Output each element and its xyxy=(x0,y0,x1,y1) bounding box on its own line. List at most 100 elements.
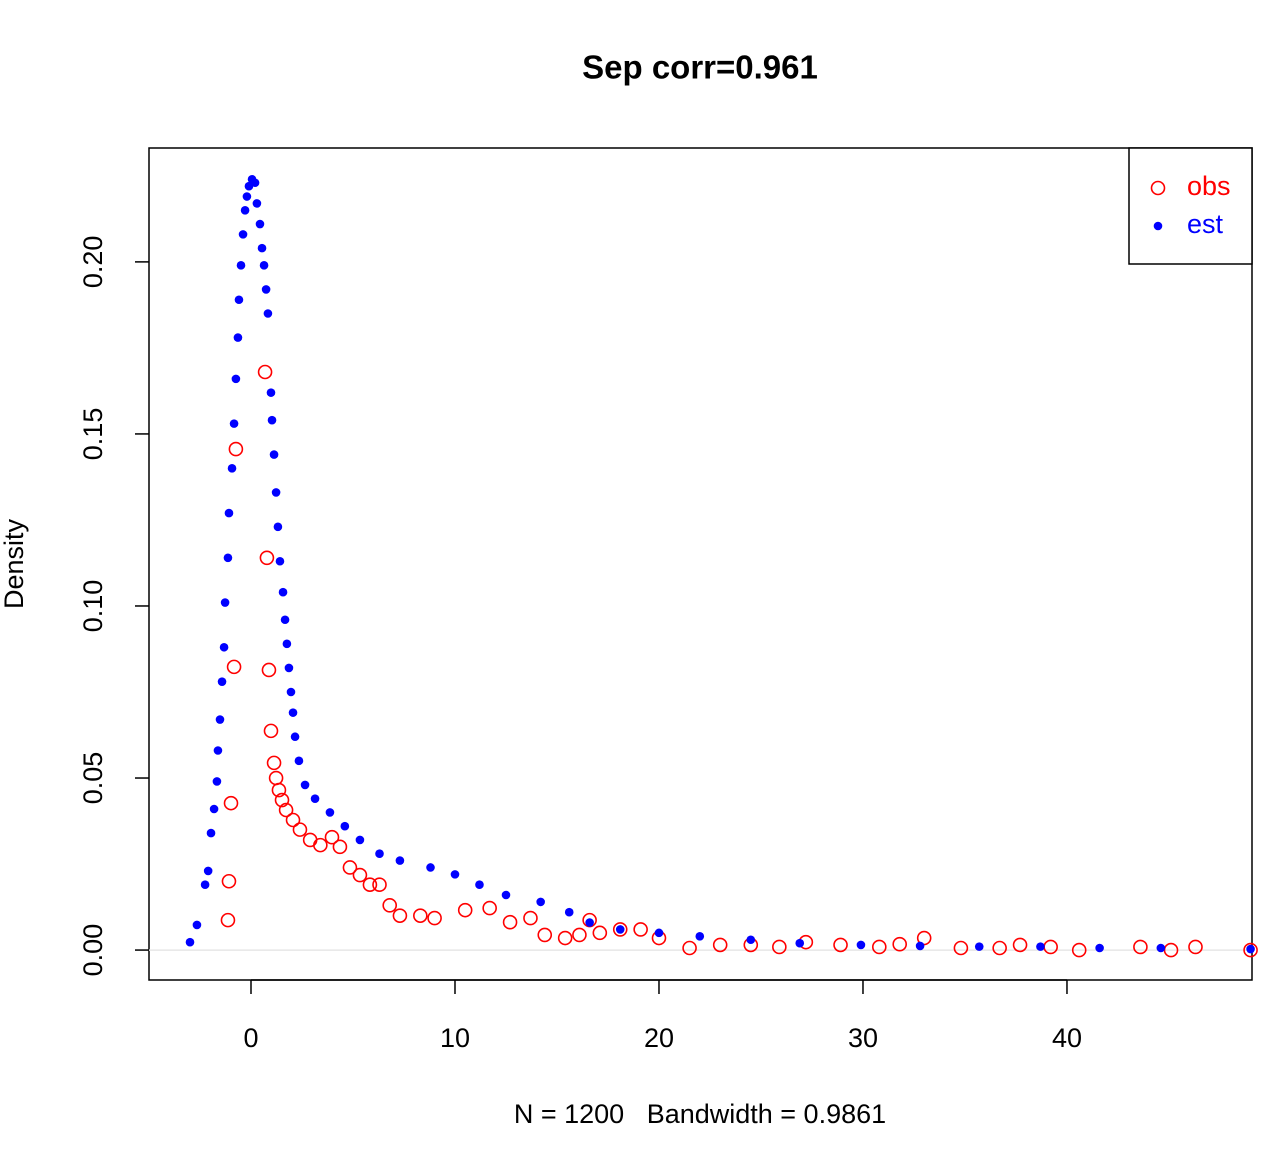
data-point xyxy=(236,261,246,270)
data-point xyxy=(300,780,310,790)
legend-marker xyxy=(1150,180,1166,196)
x-tick-label: 30 xyxy=(848,1023,878,1053)
legend-label: est xyxy=(1187,209,1224,239)
data-point xyxy=(872,939,887,955)
data-point xyxy=(1095,943,1104,953)
data-point xyxy=(261,285,271,294)
data-point xyxy=(612,922,628,937)
data-point xyxy=(220,912,236,928)
data-point xyxy=(340,821,350,831)
data-point xyxy=(192,920,202,930)
data-point xyxy=(695,932,705,941)
data-point xyxy=(992,940,1007,956)
data-point xyxy=(324,829,340,845)
data-point xyxy=(654,928,664,938)
data-point xyxy=(290,732,300,742)
data-point xyxy=(212,777,222,786)
data-point xyxy=(1156,943,1166,953)
data-point xyxy=(224,508,234,518)
legend-marker xyxy=(1153,221,1163,231)
data-point xyxy=(209,804,219,814)
y-tick-label: 0.10 xyxy=(78,580,108,633)
data-point xyxy=(426,863,435,872)
x-tick-label: 10 xyxy=(440,1023,470,1053)
data-point xyxy=(231,374,241,384)
data-point xyxy=(772,939,787,955)
data-point xyxy=(267,415,277,425)
data-point xyxy=(206,828,216,838)
data-point xyxy=(615,925,625,934)
data-point xyxy=(266,388,276,397)
data-point xyxy=(257,243,267,253)
data-point xyxy=(352,867,368,883)
data-point xyxy=(223,795,239,811)
data-point xyxy=(310,794,320,803)
data-point xyxy=(233,333,243,342)
data-point xyxy=(285,812,301,828)
data-point xyxy=(269,450,279,459)
data-point xyxy=(427,910,442,926)
data-point xyxy=(974,942,984,951)
data-point xyxy=(633,922,648,937)
y-axis-label: Density xyxy=(0,518,29,609)
data-point xyxy=(302,832,318,848)
data-point xyxy=(292,822,308,837)
data-point xyxy=(1036,942,1045,951)
legend-box xyxy=(1128,147,1253,265)
x-tick-label: 20 xyxy=(644,1023,674,1053)
data-point xyxy=(482,900,497,916)
data-point xyxy=(278,802,294,818)
data-point xyxy=(242,192,252,201)
data-point xyxy=(375,849,384,859)
data-point xyxy=(257,364,273,380)
data-point xyxy=(266,755,282,771)
data-point xyxy=(413,908,428,923)
data-point xyxy=(712,937,728,953)
y-tick-label: 0.20 xyxy=(78,236,108,289)
data-point xyxy=(250,178,260,188)
data-point xyxy=(280,615,290,625)
data-point xyxy=(557,930,573,946)
data-point xyxy=(395,856,405,865)
data-point xyxy=(1043,939,1058,955)
data-point xyxy=(288,708,298,717)
data-point xyxy=(219,642,229,652)
x-tick-label: 40 xyxy=(1052,1023,1082,1053)
data-point xyxy=(1012,937,1028,953)
data-point xyxy=(259,261,269,270)
data-point xyxy=(273,522,283,532)
data-point xyxy=(372,877,387,892)
data-point xyxy=(238,230,248,239)
data-point xyxy=(325,808,335,817)
data-point xyxy=(833,937,848,953)
data-point xyxy=(501,890,511,900)
data-point xyxy=(564,907,574,917)
data-point xyxy=(282,639,292,649)
data-point xyxy=(215,715,225,724)
data-point xyxy=(355,835,365,845)
y-tick-label: 0.05 xyxy=(78,752,108,805)
data-point xyxy=(342,860,358,875)
data-point xyxy=(1243,942,1258,958)
data-point xyxy=(252,199,262,208)
data-point xyxy=(274,792,290,808)
data-point xyxy=(536,897,545,907)
data-point xyxy=(278,587,288,597)
data-point xyxy=(572,927,587,943)
data-point xyxy=(362,877,378,892)
data-point xyxy=(795,938,805,948)
data-point xyxy=(294,756,304,766)
data-point xyxy=(537,927,553,943)
data-point xyxy=(213,746,223,755)
legend-label: obs xyxy=(1187,171,1231,201)
data-point xyxy=(746,935,756,945)
data-point xyxy=(1133,939,1148,955)
data-point xyxy=(271,488,281,497)
data-point xyxy=(275,556,285,566)
data-point xyxy=(227,464,237,473)
data-point xyxy=(259,550,275,566)
data-point xyxy=(220,598,230,607)
data-point xyxy=(221,873,237,889)
data-point xyxy=(263,309,273,318)
